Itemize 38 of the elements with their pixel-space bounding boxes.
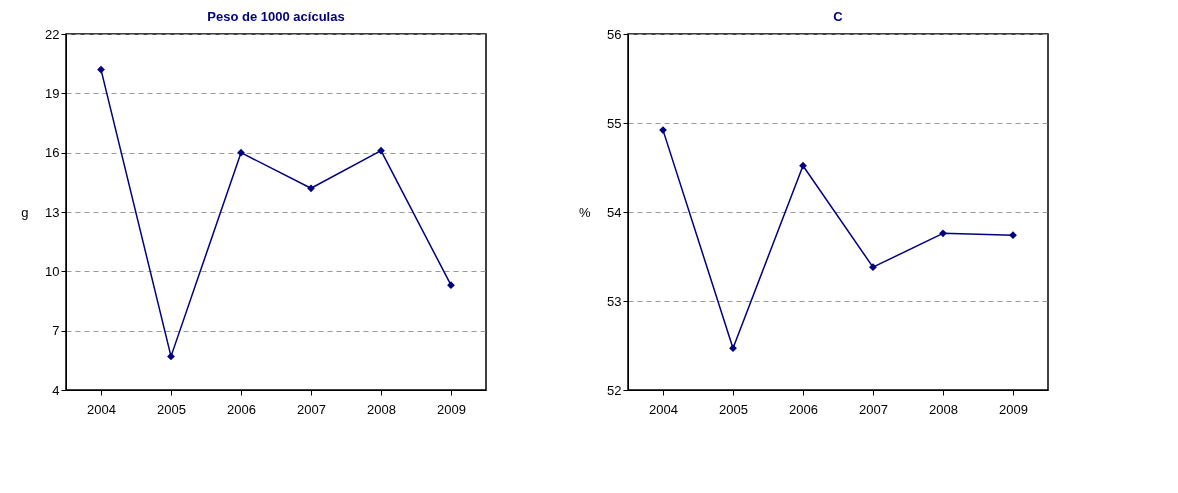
y-tick-label: 16	[45, 145, 60, 161]
x-tick-label: 2006	[227, 401, 256, 417]
x-tick-label: 2009	[999, 401, 1028, 417]
point	[167, 352, 175, 361]
point	[939, 229, 947, 238]
point	[307, 184, 315, 193]
point	[97, 65, 105, 74]
point	[729, 344, 737, 353]
x-tick-label: 2009	[437, 401, 466, 417]
y-axis-title: g	[21, 204, 29, 220]
x-tick-label: 2005	[719, 401, 748, 417]
y-tick-label: 13	[45, 204, 60, 220]
y-tick-label: 22	[45, 26, 60, 42]
point	[799, 161, 807, 170]
x-tick-label: 2004	[649, 401, 678, 417]
x-tick-label: 2004	[87, 401, 116, 417]
y-tick-label: 56	[607, 26, 622, 42]
y-tick-label: 4	[52, 382, 60, 398]
y-tick-label: 52	[607, 382, 622, 398]
x-tick-label: 2008	[929, 401, 958, 417]
y-tick-label: 53	[607, 293, 622, 309]
chart-title: C	[833, 9, 844, 24]
x-tick-label: 2005	[157, 401, 186, 417]
y-tick-label: 10	[45, 263, 60, 279]
y-tick-label: 19	[45, 85, 60, 101]
y-tick-label: 55	[607, 115, 622, 131]
x-tick-label: 2006	[789, 401, 818, 417]
x-tick-label: 2008	[367, 401, 396, 417]
chart-title: Peso de 1000 acículas	[207, 9, 345, 24]
y-axis-title: %	[578, 204, 591, 220]
y-tick-label: 7	[52, 323, 60, 339]
point	[869, 263, 877, 272]
point	[377, 146, 385, 155]
y-tick-label: 54	[607, 204, 622, 220]
x-tick-label: 2007	[859, 401, 888, 417]
point	[237, 148, 245, 157]
x-tick-label: 2007	[297, 401, 326, 417]
point	[447, 281, 455, 290]
